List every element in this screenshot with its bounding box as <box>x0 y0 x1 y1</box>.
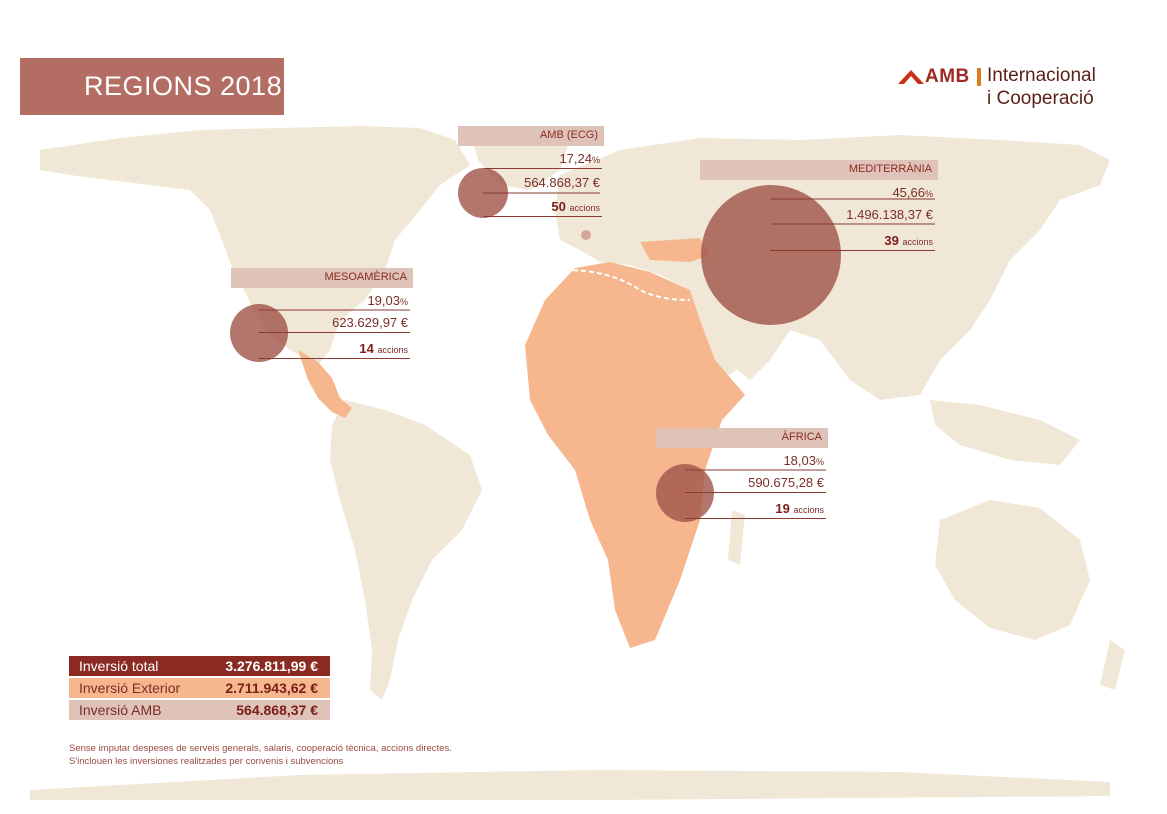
madagascar-landmass <box>728 510 745 565</box>
amb-logo: AMB Internacional i Cooperació <box>898 64 1118 116</box>
mediterrania-bubble <box>701 185 841 325</box>
barcelona-marker <box>581 230 591 240</box>
region-name: ÀFRICA <box>781 431 822 443</box>
region-actions-row: 50 accions <box>484 196 602 217</box>
region-actions-label: accions <box>377 345 408 355</box>
investment-exterior-row: Inversió Exterior 2.711.943,62 € <box>69 678 330 698</box>
region-amount: 623.629,97 € <box>332 315 408 330</box>
region-header: MESOAMÈRICA <box>231 268 413 288</box>
region-percent-row: 45,66% <box>770 182 935 202</box>
new-zealand-landmass <box>1100 640 1125 690</box>
logo-line-2: i Cooperació <box>987 88 1094 109</box>
region-percent-row: 19,03% <box>259 290 410 310</box>
antarctica-landmass <box>30 770 1110 800</box>
region-header: MEDITERRÀNIA <box>700 160 938 180</box>
region-percent: 19,03 <box>367 293 400 308</box>
region-percent: 17,24 <box>559 151 592 166</box>
logo-brand: AMB <box>925 66 970 87</box>
region-amount: 590.675,28 € <box>748 475 824 490</box>
investment-amb-value: 564.868,37 € <box>236 702 318 718</box>
region-header: AMB (ECG) <box>458 126 604 146</box>
region-actions-label: accions <box>569 203 600 213</box>
region-name: AMB (ECG) <box>539 129 598 141</box>
logo-separator <box>977 68 981 86</box>
north-america-landmass <box>40 126 470 365</box>
south-america-landmass <box>330 400 482 700</box>
southeast-asia-islands <box>930 400 1080 465</box>
page-title-box: REGIONS 2018 <box>20 58 284 115</box>
region-percent-row: 17,24% <box>484 148 602 169</box>
region-amount-row: 623.629,97 € <box>259 312 410 333</box>
mesoamerica-highlight <box>298 350 352 418</box>
region-actions-count: 19 <box>775 501 790 516</box>
region-actions-row: 39 accions <box>770 230 935 251</box>
australia-landmass <box>935 500 1090 640</box>
investment-amb-label: Inversió AMB <box>79 702 162 718</box>
region-amount-row: 1.496.138,37 € <box>770 204 935 224</box>
percent-unit: % <box>815 457 824 467</box>
africa-divider-line <box>564 269 691 301</box>
percent-unit: % <box>591 155 600 165</box>
investment-total-row: Inversió total 3.276.811,99 € <box>69 656 330 676</box>
region-name: MEDITERRÀNIA <box>848 163 932 175</box>
region-percent: 18,03 <box>783 453 816 468</box>
region-amount-row: 564.868,37 € <box>484 172 602 192</box>
page-title: REGIONS 2018 <box>84 71 283 101</box>
region-actions-label: accions <box>793 505 824 515</box>
turkey-highlight <box>640 238 710 262</box>
percent-unit: % <box>399 297 408 307</box>
region-amount-row: 590.675,28 € <box>685 472 826 493</box>
region-actions-row: 19 accions <box>685 498 826 519</box>
region-actions-count: 14 <box>359 341 374 356</box>
percent-unit: % <box>924 189 933 199</box>
region-actions-label: accions <box>902 237 933 247</box>
amb-logo-icon <box>898 70 924 84</box>
africa-bubble <box>656 464 714 522</box>
region-actions-count: 39 <box>884 233 899 248</box>
region-amount: 564.868,37 € <box>524 175 600 190</box>
region-percent: 45,66 <box>892 185 925 200</box>
region-amount: 1.496.138,37 € <box>846 207 933 222</box>
mesoamerica-bubble <box>230 304 288 362</box>
investment-total-value: 3.276.811,99 € <box>225 658 318 674</box>
africa-highlight <box>525 262 745 648</box>
logo-line-1: Internacional <box>987 65 1096 86</box>
investment-amb-row: Inversió AMB 564.868,37 € <box>69 700 330 720</box>
footnote-2: S'inclouen les inversiones realitzades p… <box>69 756 344 767</box>
region-header: ÀFRICA <box>656 428 828 448</box>
region-actions-count: 50 <box>551 199 566 214</box>
investment-total-label: Inversió total <box>79 658 159 674</box>
region-percent-row: 18,03% <box>685 450 826 470</box>
region-name: MESOAMÈRICA <box>324 271 407 283</box>
investment-exterior-value: 2.711.943,62 € <box>225 680 318 696</box>
region-actions-row: 14 accions <box>259 338 410 359</box>
investment-exterior-label: Inversió Exterior <box>79 680 181 696</box>
footnote-1: Sense imputar despeses de serveis genera… <box>69 743 452 754</box>
